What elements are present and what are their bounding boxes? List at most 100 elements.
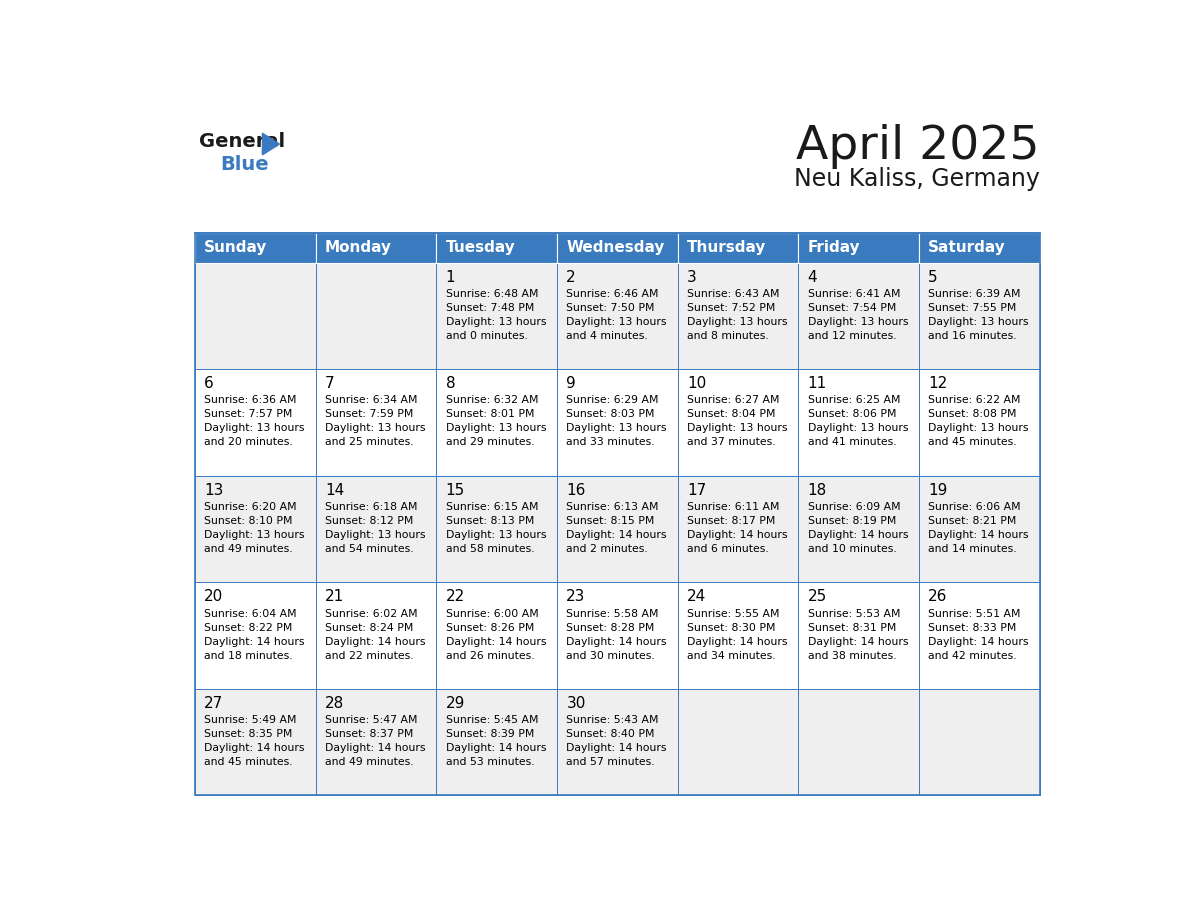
Text: Sunrise: 6:13 AM
Sunset: 8:15 PM
Daylight: 14 hours
and 2 minutes.: Sunrise: 6:13 AM Sunset: 8:15 PM Dayligh… xyxy=(567,502,666,554)
Bar xyxy=(195,233,316,263)
Bar xyxy=(920,263,1040,369)
Text: 21: 21 xyxy=(326,589,345,604)
Text: Sunrise: 6:11 AM
Sunset: 8:17 PM
Daylight: 14 hours
and 6 minutes.: Sunrise: 6:11 AM Sunset: 8:17 PM Dayligh… xyxy=(687,502,788,554)
Text: 15: 15 xyxy=(446,483,465,498)
Text: Sunrise: 6:41 AM
Sunset: 7:54 PM
Daylight: 13 hours
and 12 minutes.: Sunrise: 6:41 AM Sunset: 7:54 PM Dayligh… xyxy=(808,289,908,341)
Text: 16: 16 xyxy=(567,483,586,498)
Bar xyxy=(798,476,920,582)
Bar xyxy=(436,688,557,796)
Text: 14: 14 xyxy=(326,483,345,498)
Text: Sunrise: 5:45 AM
Sunset: 8:39 PM
Daylight: 14 hours
and 53 minutes.: Sunrise: 5:45 AM Sunset: 8:39 PM Dayligh… xyxy=(446,715,546,767)
Text: Sunrise: 6:48 AM
Sunset: 7:48 PM
Daylight: 13 hours
and 0 minutes.: Sunrise: 6:48 AM Sunset: 7:48 PM Dayligh… xyxy=(446,289,546,341)
Text: 20: 20 xyxy=(204,589,223,604)
Text: 24: 24 xyxy=(687,589,706,604)
Text: 18: 18 xyxy=(808,483,827,498)
Text: 7: 7 xyxy=(326,376,335,391)
Bar xyxy=(557,476,677,582)
Text: Sunrise: 5:53 AM
Sunset: 8:31 PM
Daylight: 14 hours
and 38 minutes.: Sunrise: 5:53 AM Sunset: 8:31 PM Dayligh… xyxy=(808,609,908,661)
Text: Sunrise: 6:04 AM
Sunset: 8:22 PM
Daylight: 14 hours
and 18 minutes.: Sunrise: 6:04 AM Sunset: 8:22 PM Dayligh… xyxy=(204,609,305,661)
Bar xyxy=(316,688,436,796)
Text: Sunrise: 6:29 AM
Sunset: 8:03 PM
Daylight: 13 hours
and 33 minutes.: Sunrise: 6:29 AM Sunset: 8:03 PM Dayligh… xyxy=(567,396,666,447)
Text: Sunday: Sunday xyxy=(204,241,267,255)
Bar xyxy=(436,263,557,369)
Bar xyxy=(920,688,1040,796)
Text: 12: 12 xyxy=(928,376,948,391)
Text: Wednesday: Wednesday xyxy=(567,241,665,255)
Text: 8: 8 xyxy=(446,376,455,391)
Bar xyxy=(316,582,436,688)
Bar xyxy=(920,476,1040,582)
Text: Sunrise: 6:00 AM
Sunset: 8:26 PM
Daylight: 14 hours
and 26 minutes.: Sunrise: 6:00 AM Sunset: 8:26 PM Dayligh… xyxy=(446,609,546,661)
Text: Sunrise: 5:58 AM
Sunset: 8:28 PM
Daylight: 14 hours
and 30 minutes.: Sunrise: 5:58 AM Sunset: 8:28 PM Dayligh… xyxy=(567,609,666,661)
Bar xyxy=(798,263,920,369)
Text: 10: 10 xyxy=(687,376,706,391)
Text: 5: 5 xyxy=(928,270,939,285)
Text: Sunrise: 6:39 AM
Sunset: 7:55 PM
Daylight: 13 hours
and 16 minutes.: Sunrise: 6:39 AM Sunset: 7:55 PM Dayligh… xyxy=(928,289,1029,341)
Text: Tuesday: Tuesday xyxy=(446,241,516,255)
Text: Sunrise: 6:34 AM
Sunset: 7:59 PM
Daylight: 13 hours
and 25 minutes.: Sunrise: 6:34 AM Sunset: 7:59 PM Dayligh… xyxy=(326,396,425,447)
Bar xyxy=(195,476,316,582)
Bar xyxy=(677,688,798,796)
Bar xyxy=(798,582,920,688)
Text: Monday: Monday xyxy=(326,241,392,255)
Text: Sunrise: 6:22 AM
Sunset: 8:08 PM
Daylight: 13 hours
and 45 minutes.: Sunrise: 6:22 AM Sunset: 8:08 PM Dayligh… xyxy=(928,396,1029,447)
Text: 25: 25 xyxy=(808,589,827,604)
Bar xyxy=(677,233,798,263)
Text: Sunrise: 6:18 AM
Sunset: 8:12 PM
Daylight: 13 hours
and 54 minutes.: Sunrise: 6:18 AM Sunset: 8:12 PM Dayligh… xyxy=(326,502,425,554)
Bar xyxy=(798,233,920,263)
Bar xyxy=(436,369,557,476)
Bar xyxy=(920,582,1040,688)
Bar xyxy=(920,233,1040,263)
Text: Friday: Friday xyxy=(808,241,860,255)
Polygon shape xyxy=(263,133,279,155)
Text: 1: 1 xyxy=(446,270,455,285)
Bar xyxy=(557,233,677,263)
Text: 3: 3 xyxy=(687,270,697,285)
Text: Sunrise: 5:47 AM
Sunset: 8:37 PM
Daylight: 14 hours
and 49 minutes.: Sunrise: 5:47 AM Sunset: 8:37 PM Dayligh… xyxy=(326,715,425,767)
Text: 26: 26 xyxy=(928,589,948,604)
Bar xyxy=(195,233,1040,796)
Text: Sunrise: 5:49 AM
Sunset: 8:35 PM
Daylight: 14 hours
and 45 minutes.: Sunrise: 5:49 AM Sunset: 8:35 PM Dayligh… xyxy=(204,715,305,767)
Text: Sunrise: 6:25 AM
Sunset: 8:06 PM
Daylight: 13 hours
and 41 minutes.: Sunrise: 6:25 AM Sunset: 8:06 PM Dayligh… xyxy=(808,396,908,447)
Text: Sunrise: 5:43 AM
Sunset: 8:40 PM
Daylight: 14 hours
and 57 minutes.: Sunrise: 5:43 AM Sunset: 8:40 PM Dayligh… xyxy=(567,715,666,767)
Bar xyxy=(798,688,920,796)
Bar xyxy=(677,263,798,369)
Bar xyxy=(920,369,1040,476)
Text: General: General xyxy=(198,131,285,151)
Text: Saturday: Saturday xyxy=(928,241,1006,255)
Text: Sunrise: 5:51 AM
Sunset: 8:33 PM
Daylight: 14 hours
and 42 minutes.: Sunrise: 5:51 AM Sunset: 8:33 PM Dayligh… xyxy=(928,609,1029,661)
Bar xyxy=(557,263,677,369)
Text: 2: 2 xyxy=(567,270,576,285)
Text: 30: 30 xyxy=(567,696,586,711)
Text: April 2025: April 2025 xyxy=(796,124,1040,169)
Text: 19: 19 xyxy=(928,483,948,498)
Text: Sunrise: 6:15 AM
Sunset: 8:13 PM
Daylight: 13 hours
and 58 minutes.: Sunrise: 6:15 AM Sunset: 8:13 PM Dayligh… xyxy=(446,502,546,554)
Text: 9: 9 xyxy=(567,376,576,391)
Bar xyxy=(316,263,436,369)
Bar xyxy=(436,476,557,582)
Text: 11: 11 xyxy=(808,376,827,391)
Bar xyxy=(677,582,798,688)
Text: 22: 22 xyxy=(446,589,465,604)
Text: Sunrise: 6:43 AM
Sunset: 7:52 PM
Daylight: 13 hours
and 8 minutes.: Sunrise: 6:43 AM Sunset: 7:52 PM Dayligh… xyxy=(687,289,788,341)
Text: 29: 29 xyxy=(446,696,465,711)
Text: Sunrise: 6:36 AM
Sunset: 7:57 PM
Daylight: 13 hours
and 20 minutes.: Sunrise: 6:36 AM Sunset: 7:57 PM Dayligh… xyxy=(204,396,305,447)
Bar xyxy=(677,369,798,476)
Bar xyxy=(195,263,316,369)
Text: 4: 4 xyxy=(808,270,817,285)
Bar xyxy=(557,369,677,476)
Text: 17: 17 xyxy=(687,483,706,498)
Text: Sunrise: 6:06 AM
Sunset: 8:21 PM
Daylight: 14 hours
and 14 minutes.: Sunrise: 6:06 AM Sunset: 8:21 PM Dayligh… xyxy=(928,502,1029,554)
Bar xyxy=(557,688,677,796)
Text: 28: 28 xyxy=(326,696,345,711)
Bar xyxy=(557,582,677,688)
Bar xyxy=(316,233,436,263)
Text: Sunrise: 6:09 AM
Sunset: 8:19 PM
Daylight: 14 hours
and 10 minutes.: Sunrise: 6:09 AM Sunset: 8:19 PM Dayligh… xyxy=(808,502,908,554)
Text: Thursday: Thursday xyxy=(687,241,766,255)
Bar xyxy=(798,369,920,476)
Text: Sunrise: 6:20 AM
Sunset: 8:10 PM
Daylight: 13 hours
and 49 minutes.: Sunrise: 6:20 AM Sunset: 8:10 PM Dayligh… xyxy=(204,502,305,554)
Text: 6: 6 xyxy=(204,376,214,391)
Text: 23: 23 xyxy=(567,589,586,604)
Text: Blue: Blue xyxy=(221,155,270,174)
Text: 27: 27 xyxy=(204,696,223,711)
